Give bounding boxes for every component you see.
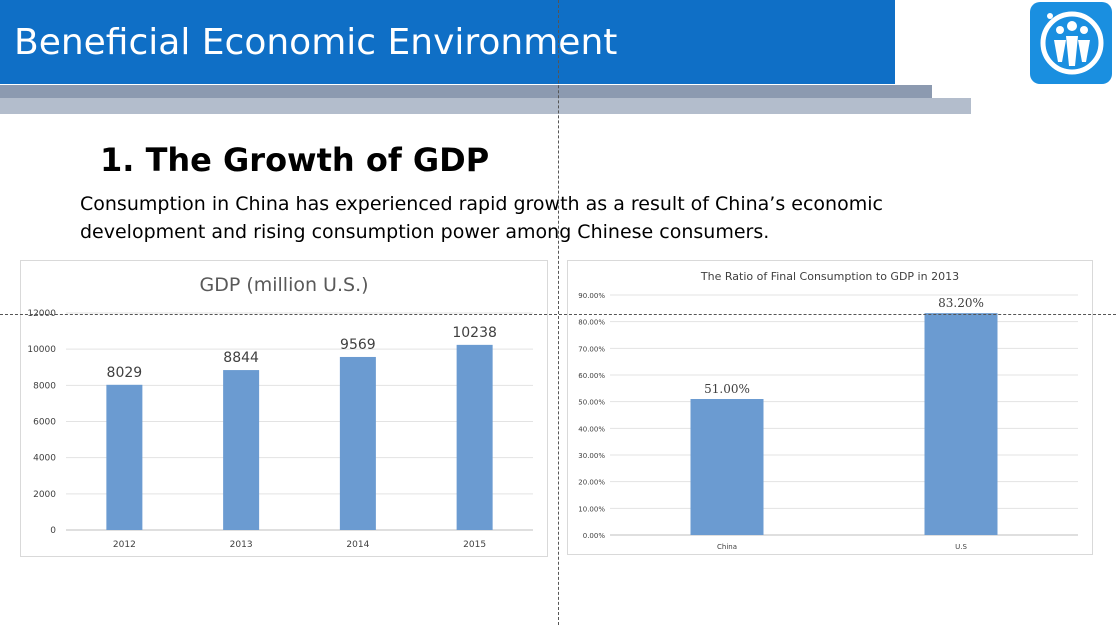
header-bar (0, 0, 895, 84)
data-label: 8029 (107, 365, 143, 381)
page-title: Beneficial Economic Environment (14, 22, 618, 63)
y-tick-label: 60.00% (578, 372, 605, 380)
bar (223, 370, 260, 530)
y-tick-label: 20.00% (578, 479, 605, 487)
y-tick-label: 30.00% (578, 452, 605, 460)
y-tick-label: 90.00% (578, 292, 605, 300)
gdp-chart-svg: GDP (million U.S.) 0 2000 4000 6000 8000 10000… (27, 274, 533, 550)
bar (339, 356, 376, 530)
y-tick-label: 40.00% (578, 425, 605, 433)
bar (106, 384, 143, 530)
x-tick-label: China (717, 543, 737, 551)
y-tick-label: 10.00% (578, 505, 605, 513)
y-tick-label: 70.00% (578, 345, 605, 353)
y-tick-label: 0 (50, 526, 56, 536)
guide-line-vertical (558, 0, 559, 625)
header-stripe-light (0, 98, 971, 114)
y-tick-label: 0.00% (583, 532, 606, 540)
data-label: 51.00% (704, 382, 750, 396)
y-tick-label: 6000 (33, 418, 56, 428)
data-label: 10238 (452, 325, 497, 341)
consumption-ratio-chart: The Ratio of Final Consumption to GDP in… (567, 260, 1093, 555)
bar (456, 344, 493, 530)
y-tick-label: 4000 (33, 454, 56, 464)
x-tick-label: 2012 (113, 540, 136, 550)
chart-title: The Ratio of Final Consumption to GDP in… (700, 270, 959, 283)
section-heading: 1. The Growth of GDP (100, 141, 490, 179)
guide-line-horizontal (0, 314, 1116, 315)
people-logo-icon (1030, 2, 1112, 84)
data-label: 8844 (223, 350, 259, 366)
bar (924, 313, 998, 535)
data-label: 83.20% (938, 296, 984, 310)
x-tick-label: 2013 (230, 540, 253, 550)
y-tick-label: 8000 (33, 381, 56, 391)
data-label: 9569 (340, 337, 376, 353)
y-tick-label: 10000 (27, 345, 56, 355)
consumption-ratio-chart-svg: The Ratio of Final Consumption to GDP in… (578, 270, 1078, 551)
chart-title: GDP (million U.S.) (199, 274, 368, 296)
x-tick-label: 2015 (463, 540, 486, 550)
y-tick-label: 50.00% (578, 399, 605, 407)
x-tick-label: U.S (955, 543, 967, 551)
gdp-chart: GDP (million U.S.) 0 2000 4000 6000 8000 10000… (20, 260, 548, 557)
x-tick-label: 2014 (346, 540, 369, 550)
header-stripe-dark (0, 85, 932, 98)
y-tick-label: 2000 (33, 490, 56, 500)
bar (690, 399, 764, 535)
y-tick-label: 80.00% (578, 319, 605, 327)
intro-paragraph: Consumption in China has experienced rap… (80, 193, 883, 243)
